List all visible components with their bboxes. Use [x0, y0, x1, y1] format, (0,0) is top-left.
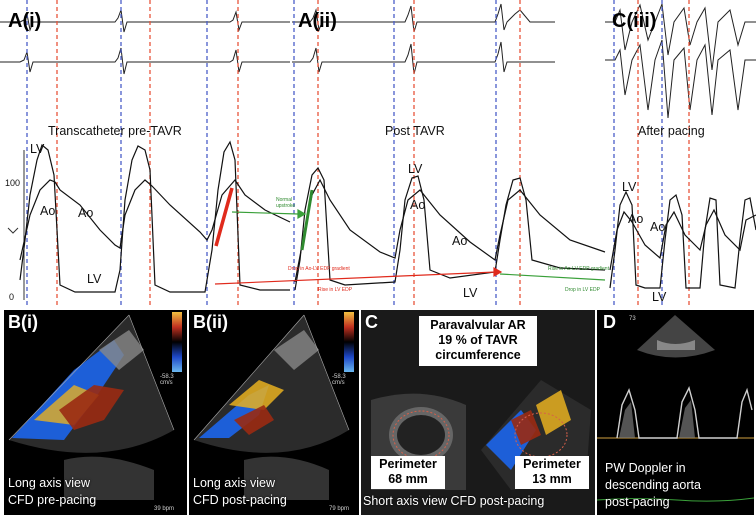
caption-after-pacing: After pacing — [638, 124, 705, 138]
velocity-scale: -58.3 cm/s — [332, 374, 346, 386]
red-arrows — [214, 266, 503, 285]
velocity-colorbar — [344, 312, 354, 372]
caption-post-tavr: Post TAVR — [385, 124, 445, 138]
panel-d: D 73 PW Doppler in descending aorta post… — [597, 310, 754, 515]
red-timing-markers — [56, 0, 690, 308]
caption-c: Short axis view CFD post-pacing — [363, 494, 545, 508]
label-lv-2: LV — [87, 272, 102, 286]
pressure-axis — [7, 150, 25, 300]
ao-pressure-pre — [19, 179, 291, 261]
caption-d-line1: PW Doppler in — [605, 461, 686, 475]
annot-drop-gradient: Drop in Ao-LV EDP gradient — [288, 266, 350, 272]
upstroke-red-line — [214, 187, 234, 247]
paravalvular-ar-percent: 19 % of TAVR — [438, 333, 518, 347]
ecg-trace-bottom-1 — [0, 47, 290, 75]
label-lv-5: LV — [622, 180, 637, 194]
heart-rate-b-ii: 79 bpm — [329, 506, 350, 512]
perimeter-label-1: Perimeter — [379, 457, 437, 471]
lv-pressure-post — [294, 166, 606, 291]
label-lv-3: LV — [408, 162, 423, 176]
perimeter-box-1: Perimeter 68 mm — [371, 456, 445, 489]
label-ao-3: Ao — [410, 198, 426, 212]
panel-c: C Paravalvular AR 19 % of TAVR circumfer… — [361, 310, 595, 515]
label-c: C — [365, 312, 378, 332]
label-ao-6: Ao — [650, 220, 666, 234]
perimeter-label-2: Perimeter — [523, 457, 581, 471]
annot-normal-upstroke: Normal upstroke — [276, 197, 296, 209]
echo-image-b-ii — [193, 314, 350, 500]
label-a-i: A(i) — [8, 10, 42, 32]
caption-b-i-line2: CFD pre-pacing — [8, 493, 97, 507]
annot-rise-gradient: Rise in Ao-LV EDP gradient — [548, 266, 609, 272]
paravalvular-ar-circumference: circumference — [435, 348, 521, 362]
axis-tick-100: 100 — [5, 178, 21, 188]
annot-drop-lv-edp: Drop in LV EDP — [565, 287, 600, 293]
annot-rise-lv-edp: Rise in LV EDP — [318, 287, 353, 293]
ao-pressure-pacing — [609, 208, 756, 271]
ao-pressure-post — [294, 178, 606, 283]
caption-d-line3: post-pacing — [605, 495, 670, 509]
caption-b-ii-line1: Long axis view — [193, 476, 275, 490]
ecg-trace-top-2 — [292, 3, 555, 33]
blue-timing-markers — [26, 0, 663, 308]
paravalvular-ar-box: Paravalvular AR 19 % of TAVR circumferen… — [419, 316, 537, 366]
echo-image-b-i — [8, 314, 175, 500]
label-lv-6: LV — [652, 290, 667, 304]
axis-tick-0: 0 — [9, 292, 15, 302]
caption-b-ii-line2: CFD post-pacing — [193, 493, 287, 507]
panel-b-i: -58.3 cm/s B(i) Long axis view CFD pre-p… — [4, 310, 187, 515]
tracings-svg — [0, 0, 756, 308]
label-d: D — [603, 312, 616, 332]
hemodynamic-tracings-panel: A(i) A(ii) C(iii) Transcatheter pre-TAVR… — [0, 0, 756, 308]
label-lv-1: LV — [30, 142, 45, 156]
doppler-image-d — [597, 315, 754, 502]
label-c-iii: C(iii) — [612, 10, 657, 32]
mode-indicator: 73 — [629, 316, 636, 322]
label-ao-5: Ao — [628, 212, 644, 226]
caption-d-line2: descending aorta — [605, 478, 701, 492]
upstroke-green-line — [300, 189, 314, 251]
label-b-ii: B(ii) — [193, 312, 228, 332]
ecg-trace-top-3 — [605, 3, 756, 71]
perimeter-value-1: 68 mm — [388, 472, 428, 486]
paravalvular-ar-title: Paravalvular AR — [430, 318, 526, 332]
ecg-trace-bottom-2 — [292, 41, 555, 75]
label-ao-2: Ao — [78, 206, 94, 220]
velocity-colorbar — [172, 312, 182, 372]
lv-pressure-pre — [19, 140, 290, 293]
pressure-traces — [19, 140, 756, 293]
label-ao-4: Ao — [452, 234, 468, 248]
caption-b-i-line1: Long axis view — [8, 476, 90, 490]
perimeter-value-2: 13 mm — [532, 472, 572, 486]
panel-b-ii: -58.3 cm/s B(ii) Long axis view CFD post… — [189, 310, 359, 515]
label-ao-1: Ao — [40, 204, 56, 218]
perimeter-box-2: Perimeter 13 mm — [515, 456, 589, 489]
label-a-ii: A(ii) — [298, 10, 337, 32]
ecg-traces — [0, 3, 756, 119]
label-lv-4: LV — [463, 286, 478, 300]
heart-rate-b-i: 39 bpm — [154, 506, 175, 512]
lv-pressure-pacing — [609, 190, 756, 289]
velocity-scale: -58.3 cm/s — [160, 374, 174, 386]
green-arrows — [231, 208, 606, 281]
caption-pre-tavr: Transcatheter pre-TAVR — [48, 124, 182, 138]
label-b-i: B(i) — [8, 312, 38, 332]
ecg-trace-top-1 — [0, 9, 290, 33]
ecg-trace-bottom-3 — [605, 39, 756, 119]
